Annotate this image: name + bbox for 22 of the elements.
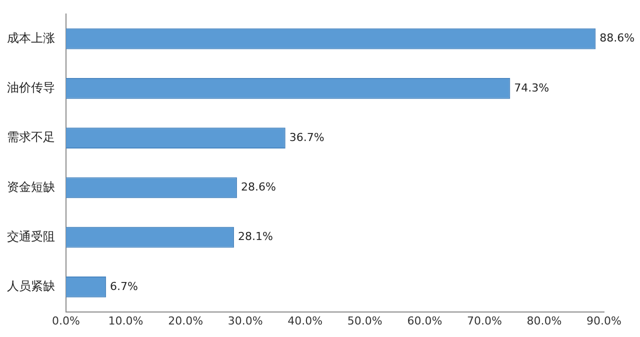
x-tick-label: 70.0% [466, 314, 502, 328]
y-tick-label: 人员紧缺 [7, 279, 55, 294]
y-tick-label: 需求不足 [7, 130, 55, 144]
data-label: 88.6% [600, 32, 635, 45]
x-tick-label: 0.0% [52, 314, 80, 328]
y-tick-label: 资金短缺 [7, 180, 55, 194]
data-label: 28.6% [240, 180, 276, 194]
x-tick-label: 30.0% [228, 314, 263, 328]
x-tick-label: 10.0% [108, 314, 144, 328]
x-tick-label: 40.0% [288, 314, 323, 328]
data-label: 28.1% [238, 230, 273, 244]
x-tick-label: 80.0% [526, 314, 562, 328]
y-tick-label: 油价传导 [7, 80, 55, 95]
x-tick-label: 20.0% [168, 314, 204, 328]
y-tick-label: 交通受阻 [7, 229, 55, 244]
data-label: 74.3% [514, 81, 550, 94]
data-label: 6.7% [110, 280, 138, 293]
x-tick-label: 60.0% [407, 314, 442, 328]
x-tick-label: 90.0% [586, 314, 622, 328]
x-tick-label: 50.0% [347, 314, 382, 328]
y-tick-label: 成本上涨 [7, 30, 55, 45]
data-label: 36.7% [289, 130, 324, 144]
